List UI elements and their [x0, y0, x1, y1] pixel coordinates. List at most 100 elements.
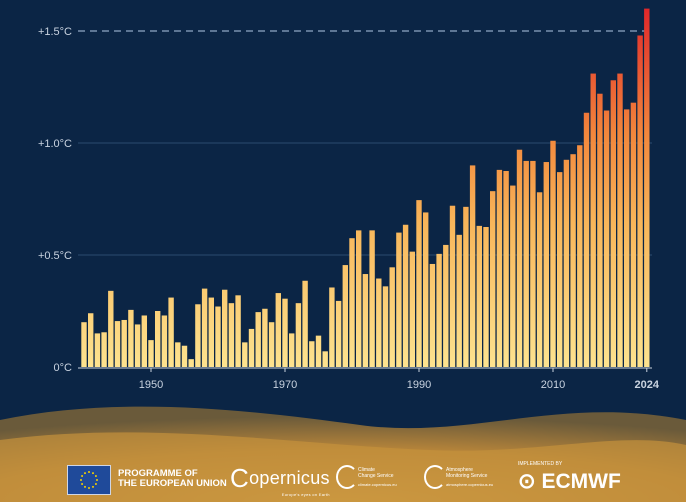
bar-1954 [175, 342, 181, 367]
y-tick-label: +1.0°C [38, 138, 72, 150]
bar-1992 [429, 263, 436, 367]
bar-1963 [235, 295, 241, 367]
bar-1958 [201, 288, 208, 367]
bar-1960 [215, 306, 221, 367]
bar-1978 [335, 300, 342, 367]
eu-star [94, 483, 97, 485]
eu-star [81, 475, 84, 477]
eu-star [84, 472, 86, 475]
eu-line-1: PROGRAMME OF [118, 468, 198, 479]
bar-1962 [228, 303, 235, 367]
bar-1982 [362, 274, 369, 367]
bar-1969 [275, 293, 281, 367]
eu-star [80, 479, 82, 481]
bar-1950 [148, 340, 154, 367]
bar-1942 [94, 333, 101, 367]
bar-2008 [536, 192, 543, 367]
eu-star [92, 485, 94, 488]
bar-1957 [195, 304, 201, 367]
bar-2021 [624, 109, 630, 368]
y-tick-label: +1.5°C [38, 26, 72, 38]
bar-2020 [617, 73, 623, 367]
eu-star [88, 471, 90, 473]
bar-2005 [516, 149, 523, 367]
bar-1945 [114, 321, 121, 367]
eu-star [92, 472, 94, 475]
bar-1952 [161, 315, 168, 367]
cams-line-1: Atmosphere [446, 467, 473, 473]
x-tick-label: 1970 [273, 379, 297, 391]
bar-1996 [456, 234, 462, 367]
bar-2018 [603, 110, 610, 368]
bar-1985 [382, 286, 389, 367]
bar-1956 [188, 359, 194, 367]
bar-2012 [563, 159, 570, 367]
bar-2014 [577, 145, 583, 367]
bar-1965 [248, 328, 255, 367]
bar-1944 [108, 290, 114, 367]
bar-2006 [523, 160, 529, 367]
eu-flag-icon [67, 465, 111, 495]
eu-star [88, 487, 90, 489]
bar-1988 [402, 224, 409, 367]
c3s-line-1: Climate [358, 467, 375, 473]
c3s-logo: Climate Change Service climate.copernicu… [336, 465, 397, 489]
bar-1974 [309, 341, 315, 367]
bar-1975 [315, 335, 322, 367]
eu-line-2: THE EUROPEAN UNION [118, 478, 227, 489]
bar-1976 [322, 351, 328, 367]
bar-1966 [255, 312, 261, 367]
bar-2016 [590, 73, 596, 367]
implemented-by-label: IMPLEMENTED BY [518, 461, 563, 467]
bar-1983 [369, 230, 375, 367]
bar-2022 [630, 102, 637, 368]
bar-1967 [262, 308, 268, 367]
bar-1999 [476, 225, 482, 367]
bar-2007 [530, 160, 536, 367]
copernicus-wordmark: opernicus [249, 468, 330, 488]
bar-1951 [155, 311, 161, 367]
bar-2002 [496, 169, 503, 367]
bar-1955 [181, 345, 188, 367]
c3s-thermometer-icon [336, 465, 358, 489]
bar-1998 [469, 165, 476, 367]
copernicus-logo: Copernicus Europe's eyes on Earth [230, 463, 330, 497]
footer-logos: PROGRAMME OF THE EUROPEAN UNION Copernic… [0, 455, 686, 502]
bar-1997 [463, 206, 469, 367]
x-tick-label: 1950 [139, 379, 163, 391]
bar-1940 [81, 322, 87, 367]
bar-1989 [409, 251, 415, 367]
bar-2011 [557, 172, 563, 367]
bar-2009 [543, 162, 549, 367]
bar-1977 [329, 287, 335, 367]
y-tick-label: +0.5°C [38, 250, 72, 262]
x-tick-label: 2024 [635, 379, 660, 391]
eu-programme-label: PROGRAMME OF THE EUROPEAN UNION [118, 469, 227, 489]
bar-2000 [483, 227, 489, 367]
bar-1986 [389, 267, 395, 367]
bar-1995 [449, 205, 456, 367]
bar-1970 [282, 298, 288, 367]
bar-1980 [349, 238, 355, 367]
bar-1964 [242, 342, 248, 367]
bar-2015 [583, 112, 590, 367]
bar-1994 [443, 244, 449, 367]
ecmwf-logo: IMPLEMENTED BY ⊙ ECMWF [518, 461, 621, 494]
bar-1953 [168, 297, 174, 367]
bar-1947 [128, 309, 134, 367]
eu-star [94, 475, 97, 477]
eu-star [96, 479, 98, 481]
bar-2017 [597, 93, 603, 367]
bar-1948 [134, 324, 141, 367]
bar-2001 [490, 191, 496, 367]
bar-2004 [510, 185, 516, 367]
bar-1972 [295, 303, 302, 367]
x-tick-label: 2010 [541, 379, 565, 391]
ecmwf-wordmark: ECMWF [541, 470, 621, 493]
bar-2010 [550, 140, 556, 367]
c3s-line-2: Change Service [358, 473, 394, 479]
c3s-url: climate.copernicus.eu [358, 482, 397, 487]
bar-1987 [396, 232, 402, 367]
eu-star [84, 485, 86, 488]
